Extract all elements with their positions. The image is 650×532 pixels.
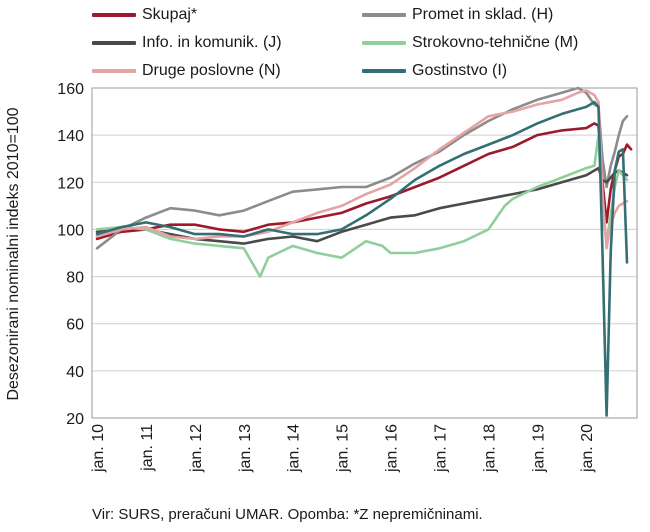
x-tick-label: jan. 14 [286,424,303,473]
legend: Skupaj* Promet in sklad. (H) Info. in ko… [0,0,650,90]
y-tick-label: 120 [57,175,84,192]
legend-label-promet: Promet in sklad. (H) [412,6,554,23]
legend-label-strokovno: Strokovno-tehnične (M) [412,34,579,51]
legend-label-info: Info. in komunik. (J) [142,34,282,51]
y-tick-label: 60 [66,317,84,334]
series-line-5 [95,100,629,417]
x-tick-label: jan. 15 [335,424,352,473]
x-tick-label: jan. 18 [481,424,498,473]
x-tick-label: jan. 19 [530,424,547,473]
x-tick-label: jan. 10 [90,424,107,473]
series-lines [95,86,633,417]
y-tick-label: 40 [66,364,84,381]
y-axis-tick-labels: 20 40 60 80 100 120 140 160 [57,81,84,428]
series-line-2 [95,166,629,245]
legend-swatch-info [92,41,136,45]
legend-swatch-promet [362,13,406,17]
legend-label-druge: Druge poslovne (N) [142,62,281,79]
x-tick-label: jan. 20 [579,424,596,473]
legend-item-skupaj: Skupaj* [92,6,197,24]
legend-item-strokovno: Strokovno-tehnične (M) [362,34,578,52]
series-line-1 [95,86,629,250]
x-tick-label: jan. 17 [432,424,449,473]
legend-label-skupaj: Skupaj* [142,6,198,23]
x-tick-label: jan. 12 [188,424,205,473]
y-axis-label: Desezonirani nominalni indeks 2010=100 [5,107,22,401]
legend-item-druge: Druge poslovne (N) [92,62,281,80]
legend-swatch-strokovno [362,41,406,45]
x-tick-label: jan. 11 [139,424,156,472]
legend-swatch-gostinstvo [362,69,406,73]
x-tick-label: jan. 13 [237,424,254,473]
grid-lines [92,134,637,372]
y-tick-label: 140 [57,128,84,145]
legend-label-gostinstvo: Gostinstvo (I) [412,62,508,79]
plot-frame [91,87,638,419]
y-tick-label: 80 [66,270,84,287]
y-tick-label: 100 [57,222,84,239]
source-footnote: Vir: SURS, preračuni UMAR. Opomba: *Z ne… [92,506,483,523]
legend-item-info: Info. in komunik. (J) [92,34,282,52]
y-tick-label: 20 [66,411,84,428]
series-line-0 [95,122,633,241]
legend-swatch-skupaj [92,13,136,17]
y-tick-label: 160 [57,81,84,98]
legend-item-promet: Promet in sklad. (H) [362,6,553,24]
legend-item-gostinstvo: Gostinstvo (I) [362,62,507,80]
x-axis-tick-labels: jan. 10 jan. 11 jan. 12 jan. 13 jan. 14 jan. … [90,424,596,473]
series-line-4 [95,89,629,250]
legend-swatch-druge [92,69,136,73]
x-tick-label: jan. 16 [384,424,401,473]
